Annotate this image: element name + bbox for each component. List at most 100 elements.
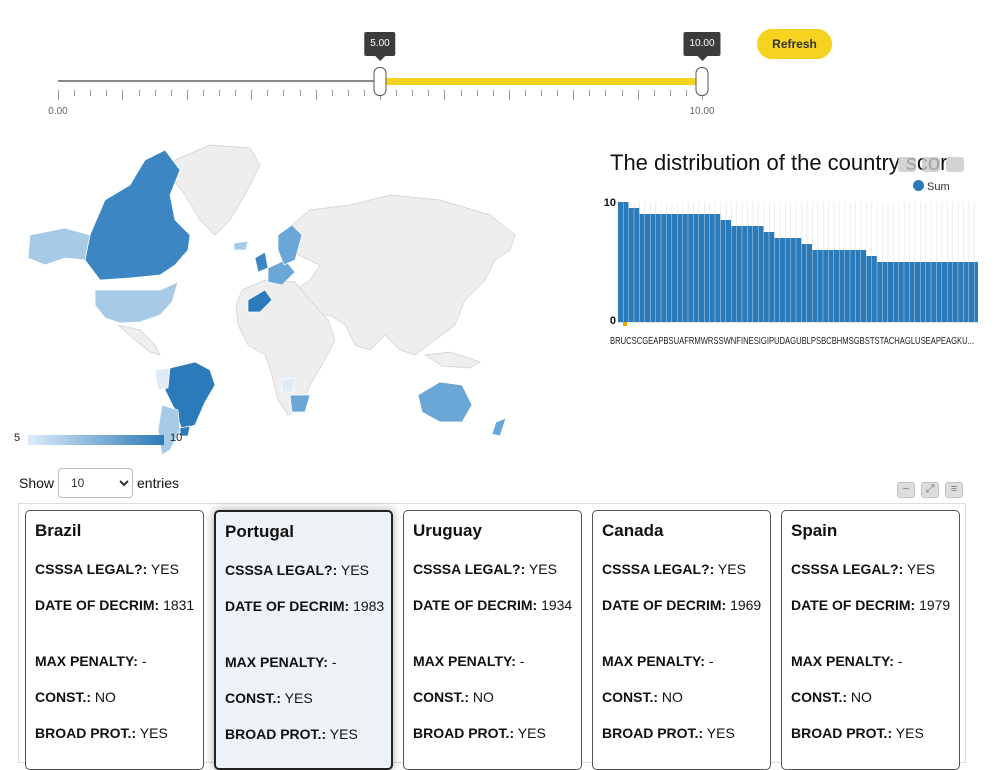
chart-bar[interactable] [661, 214, 667, 322]
country-spain-portugal[interactable] [247, 289, 273, 313]
chart-bar[interactable] [969, 262, 974, 322]
chart-bar[interactable] [650, 214, 656, 322]
country-new-zealand[interactable] [491, 417, 507, 437]
chart-bar[interactable] [942, 262, 947, 322]
chart-bar[interactable] [731, 226, 737, 322]
chart-bar[interactable] [715, 214, 721, 322]
chart-bar[interactable] [758, 226, 764, 322]
chart-bar[interactable] [861, 250, 866, 322]
country-alaska[interactable] [27, 227, 91, 266]
country-uruguay[interactable] [179, 425, 191, 437]
chart-bar[interactable] [790, 238, 796, 322]
chart-bar[interactable] [796, 238, 802, 322]
chart-bar[interactable] [812, 250, 818, 322]
country-card-selected[interactable]: Portugal CSSSA LEGAL?: YES DATE OF DECRI… [214, 510, 393, 770]
country-australia[interactable] [417, 381, 473, 423]
chart-bar[interactable] [682, 214, 688, 322]
chart-bar[interactable] [699, 214, 704, 322]
chart-bar[interactable] [855, 250, 861, 322]
chart-bar[interactable] [898, 262, 904, 322]
score-range-slider[interactable]: 0.00 10.00 5.00 10.00 [0, 0, 740, 125]
chart-bar[interactable] [904, 262, 910, 322]
country-south-africa[interactable] [289, 394, 311, 413]
chart-bar[interactable] [774, 238, 780, 322]
country-central-america[interactable] [117, 324, 161, 356]
chart-bar[interactable] [877, 262, 883, 322]
chart-bar[interactable] [780, 238, 785, 322]
chart-bar[interactable] [839, 250, 845, 322]
table-minimize-icon[interactable]: − [897, 482, 915, 498]
chart-bar[interactable] [672, 214, 677, 322]
chart-bar[interactable] [888, 262, 893, 322]
country-indonesia[interactable] [423, 351, 481, 369]
slider-low-handle[interactable] [373, 67, 387, 96]
country-uk[interactable] [254, 251, 269, 273]
chart-bar[interactable] [726, 220, 731, 322]
chart-bar[interactable] [866, 256, 872, 322]
chart-expand-icon[interactable] [922, 157, 940, 172]
country-card[interactable]: Brazil CSSSA LEGAL?: YES DATE OF DECRIM:… [25, 510, 204, 770]
country-greenland[interactable] [169, 144, 261, 236]
chart-bar[interactable] [785, 238, 791, 322]
chart-bar[interactable] [645, 214, 650, 322]
table-menu-icon[interactable]: ≡ [945, 482, 963, 498]
chart-bar[interactable] [623, 202, 629, 322]
chart-bar[interactable] [736, 226, 742, 322]
country-eurasia[interactable] [279, 194, 516, 356]
chart-minimize-icon[interactable] [898, 157, 916, 172]
chart-bar[interactable] [936, 262, 942, 322]
country-iceland[interactable] [233, 240, 249, 251]
entries-per-page-select[interactable]: 10 [58, 468, 133, 498]
chart-bar[interactable] [963, 262, 969, 322]
slider-high-handle[interactable] [695, 67, 709, 96]
country-card[interactable]: Canada CSSSA LEGAL?: YES DATE OF DECRIM:… [592, 510, 771, 770]
chart-bar[interactable] [850, 250, 856, 322]
country-usa[interactable] [94, 281, 179, 324]
chart-menu-icon[interactable] [946, 157, 964, 172]
chart-bar[interactable] [634, 208, 640, 322]
chart-bar[interactable] [704, 214, 710, 322]
country-argentina[interactable] [157, 404, 181, 456]
chart-bar[interactable] [871, 256, 877, 322]
table-expand-icon[interactable]: ⤢ [921, 482, 939, 498]
chart-bar[interactable] [655, 214, 661, 322]
chart-bar[interactable] [931, 262, 937, 322]
country-western-europe[interactable] [267, 259, 296, 286]
country-score-bar-chart[interactable]: 10 0 BRUCSCGEAPBSUAFRMWRSSWNFINESIGIPUDA… [598, 195, 978, 355]
chart-bar[interactable] [693, 214, 699, 322]
chart-bar[interactable] [801, 244, 807, 322]
chart-bar[interactable] [688, 214, 694, 322]
country-south-america-north[interactable] [154, 367, 171, 391]
country-canada[interactable] [84, 149, 191, 281]
chart-bar[interactable] [958, 262, 964, 322]
chart-legend[interactable]: Sum [913, 180, 950, 193]
chart-bar[interactable] [893, 262, 899, 322]
chart-bar[interactable] [817, 250, 823, 322]
chart-bar[interactable] [920, 262, 926, 322]
chart-bar[interactable] [639, 214, 645, 322]
chart-bar[interactable] [925, 262, 931, 322]
chart-bar[interactable] [974, 262, 978, 322]
chart-bar[interactable] [666, 214, 672, 322]
chart-bar[interactable] [720, 220, 726, 322]
chart-bar[interactable] [947, 262, 953, 322]
chart-bar[interactable] [823, 250, 829, 322]
country-card[interactable]: Uruguay CSSSA LEGAL?: YES DATE OF DECRIM… [403, 510, 582, 770]
country-card[interactable]: Spain CSSSA LEGAL?: YES DATE OF DECRIM: … [781, 510, 960, 770]
chart-bar[interactable] [753, 226, 758, 322]
refresh-button[interactable]: Refresh [757, 29, 832, 59]
chart-bar[interactable] [709, 214, 715, 322]
country-scandinavia[interactable] [277, 224, 303, 266]
country-botswana[interactable] [281, 377, 296, 393]
chart-bar[interactable] [915, 262, 920, 322]
chart-bar[interactable] [742, 226, 748, 322]
chart-bar[interactable] [807, 244, 812, 322]
chart-bar[interactable] [763, 232, 769, 322]
world-choropleth-map[interactable] [10, 140, 525, 460]
chart-bar[interactable] [844, 250, 850, 322]
chart-bar[interactable] [628, 208, 634, 322]
chart-bar[interactable] [834, 250, 839, 322]
chart-navigator-marker[interactable] [623, 322, 627, 326]
chart-bar[interactable] [882, 262, 888, 322]
chart-bar[interactable] [747, 226, 753, 322]
